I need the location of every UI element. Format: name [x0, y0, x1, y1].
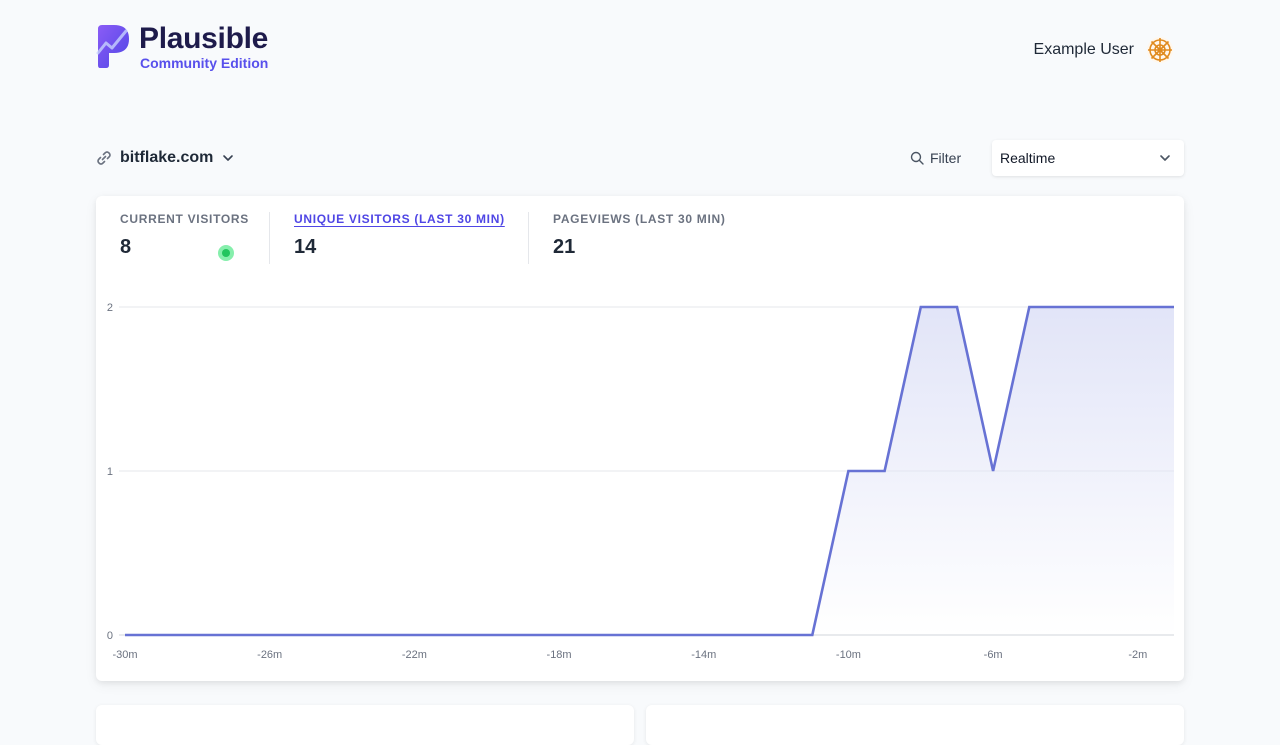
logo-subtitle: Community Edition: [140, 56, 268, 70]
link-icon: [96, 150, 112, 166]
y-tick-label: 1: [107, 466, 113, 478]
x-tick-label: -18m: [547, 649, 572, 661]
user-name[interactable]: Example User: [1034, 41, 1134, 59]
plausible-logo[interactable]: Plausible Community Edition: [96, 22, 268, 70]
plausible-logo-icon: [96, 23, 130, 69]
top-pages-card: [646, 705, 1184, 745]
y-tick-label: 0: [107, 630, 113, 642]
top-sources-card: [96, 705, 634, 745]
y-tick-label: 2: [107, 302, 113, 314]
site-domain[interactable]: bitflake.com: [120, 149, 213, 167]
site-switcher[interactable]: bitflake.com: [96, 140, 235, 176]
x-tick-label: -2m: [1128, 649, 1147, 661]
visitors-chart[interactable]: 0 1 2 -30m -26m -22m -18m -14m -10m -6m -2m: [96, 196, 1184, 681]
filter-button[interactable]: Filter: [910, 140, 961, 176]
x-tick-label: -10m: [836, 649, 861, 661]
x-tick-label: -30m: [112, 649, 137, 661]
avatar-icon[interactable]: [1146, 36, 1174, 64]
x-tick-label: -14m: [691, 649, 716, 661]
search-icon: [910, 151, 924, 165]
visitors-card: CURRENT VISITORS 8 UNIQUE VISITORS (LAST…: [96, 196, 1184, 681]
chevron-down-icon[interactable]: [221, 151, 235, 165]
x-tick-label: -26m: [257, 649, 282, 661]
period-selector[interactable]: Realtime: [992, 140, 1184, 176]
period-label: Realtime: [1000, 150, 1055, 166]
site-toolbar: bitflake.com Filter Realtime: [96, 140, 1184, 176]
top-bar: Plausible Community Edition Example User: [96, 22, 1184, 74]
user-menu[interactable]: Example User: [1034, 36, 1174, 64]
logo-title: Plausible: [139, 22, 268, 56]
x-tick-label: -22m: [402, 649, 427, 661]
filter-label: Filter: [930, 150, 961, 166]
x-tick-label: -6m: [984, 649, 1003, 661]
chevron-down-icon: [1158, 151, 1172, 165]
